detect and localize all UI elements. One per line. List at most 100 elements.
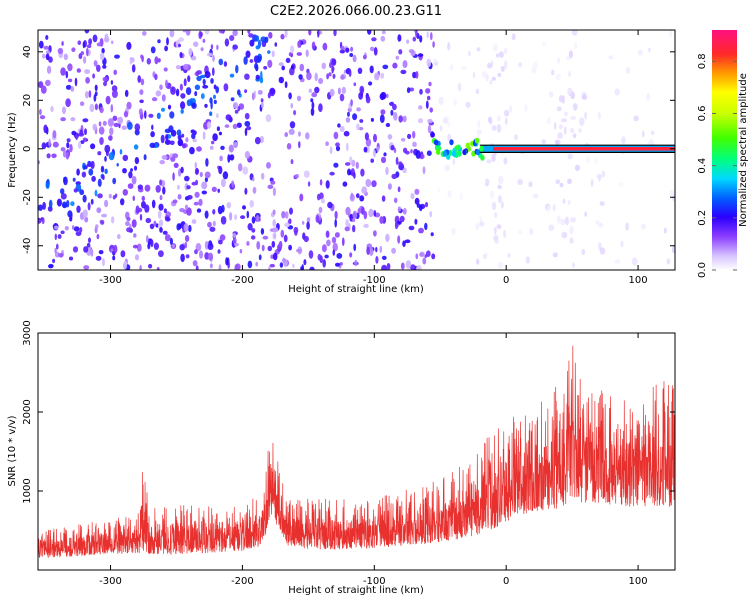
spectrogram-cell (598, 176, 601, 182)
spectrogram-cell (288, 92, 292, 100)
spectrogram-cell (129, 59, 133, 65)
carrier-onset-cell (474, 137, 480, 144)
spectrogram-cell (90, 198, 94, 205)
spectrogram-cell (342, 237, 345, 246)
spectrogram-cell (305, 132, 310, 140)
spectrogram-cell (185, 87, 192, 96)
spectrogram-cell (126, 216, 131, 222)
spectrogram-cell (180, 108, 184, 114)
spectrogram-cell (599, 201, 605, 207)
spectrogram-cell (392, 62, 398, 69)
spectrogram-cell (69, 144, 73, 153)
spectrogram-cell (298, 131, 301, 137)
spectrogram-cell (99, 52, 105, 61)
spectrogram-cell (497, 184, 502, 190)
spectrogram-cell (52, 130, 57, 139)
spectrogram-cell (237, 163, 243, 172)
spectrogram-cell (671, 245, 675, 254)
spectrogram-cell (385, 233, 390, 242)
spectrogram-cell (335, 145, 341, 152)
spectrogram-cell (305, 49, 309, 57)
spectrogram-cell (507, 253, 511, 258)
spectrogram-cell (272, 227, 279, 233)
spectrogram-cell (518, 62, 523, 68)
spectrogram-cell (97, 193, 103, 199)
spectrogram-cell (344, 226, 350, 232)
spectrogram-cell (213, 99, 217, 105)
spectrogram-cell (218, 58, 224, 66)
spectrogram-cell (46, 153, 51, 159)
spectrogram-cell (574, 164, 581, 172)
spectrogram-cell (82, 194, 87, 203)
spectrogram-cell (339, 262, 343, 266)
spectrogram-cell (116, 163, 119, 167)
spectrogram-cell (578, 128, 582, 133)
spectrogram-cell (359, 119, 364, 123)
spectrogram-cell (318, 103, 323, 113)
spectrogram-cell (259, 76, 264, 84)
spectrogram-cell (164, 234, 171, 242)
spectrogram-cell (177, 194, 182, 200)
spectrogram-cell (211, 140, 215, 145)
spectrogram-cell (98, 126, 105, 135)
spectrogram-cell (498, 195, 502, 204)
spectrogram-cell (346, 142, 349, 152)
spectrogram-cell (394, 221, 399, 230)
spectrogram-cell (568, 50, 573, 59)
spectrogram-cell (422, 166, 426, 175)
spectrogram-cell (113, 244, 118, 254)
spectrogram-cell (210, 100, 213, 110)
spectrogram-cell (178, 168, 182, 177)
spectrogram-cell (92, 34, 98, 43)
spectrogram-cell (104, 144, 111, 154)
spectrogram-cell (251, 228, 256, 233)
spectrogram-cell (38, 81, 44, 89)
spectrogram-cell (574, 42, 578, 49)
spectrogram-cell (369, 46, 375, 52)
spectrogram-cell (379, 114, 385, 123)
spectrogram-cell (359, 85, 365, 94)
spectrogram-cell (165, 217, 171, 222)
spectrogram-cell (172, 199, 178, 204)
spectrogram-cell (437, 187, 441, 193)
spectrogram-cell (363, 223, 369, 228)
spectrogram-cell (461, 66, 467, 70)
spectrogram-cell (123, 110, 129, 118)
spectrogram-cell (192, 138, 197, 143)
spectrogram-cell (263, 66, 268, 70)
spectrogram-cell (626, 66, 631, 75)
spectrogram-cell (57, 47, 64, 55)
spectrogram-cell (663, 227, 667, 234)
spectrogram-cell (127, 183, 134, 190)
spectrogram-cell (194, 161, 197, 169)
spectrogram-cell (428, 81, 432, 87)
spectrogram-x-label: Height of straight line (km) (288, 284, 424, 295)
spectrogram-cell (255, 74, 260, 80)
spectrogram-cell (326, 73, 329, 80)
spectrogram-cell (349, 53, 354, 57)
spectrogram-cell (48, 138, 51, 147)
spectrogram-cell (101, 213, 107, 218)
spectrogram-cell (321, 62, 327, 70)
spectrogram-cell (586, 155, 591, 164)
colorbar-tick-label: 0.6 (697, 106, 708, 122)
spectrogram-cell (165, 134, 169, 141)
spectrogram-cell (57, 234, 62, 239)
spectrogram-cell (242, 166, 249, 175)
spectrogram-cell (95, 255, 102, 261)
spectrogram-cell (86, 47, 89, 57)
spectrogram-cell (232, 44, 238, 50)
spectrogram-cell (209, 111, 213, 116)
spectrogram-cell (237, 106, 241, 112)
spectrogram-cell (146, 235, 149, 243)
spectrogram-cell (414, 218, 418, 225)
spectrogram-cell (235, 64, 239, 74)
spectrogram-x-axis: -300 -200 -100 0 100 (99, 30, 648, 286)
spectrogram-cell (517, 178, 523, 186)
x-tick-label: 0 (503, 275, 509, 286)
spectrogram-cell (84, 216, 89, 223)
spectrogram-cell (84, 128, 87, 136)
spectrogram-cell (112, 195, 116, 200)
spectrogram-cell (417, 53, 424, 57)
